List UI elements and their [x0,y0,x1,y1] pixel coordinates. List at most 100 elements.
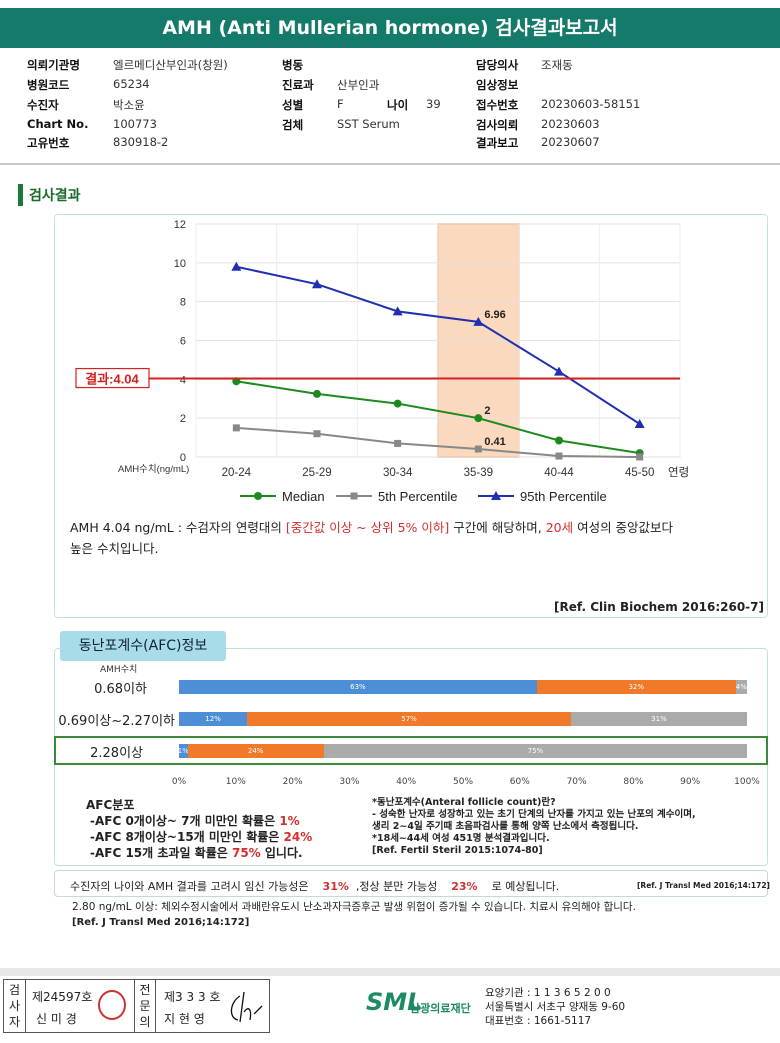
org-name: 삼광의료재단 [410,1002,471,1015]
info-value: 조재동 [541,58,573,72]
y-tick-label: 4 [180,374,186,386]
afc-highlight [54,736,768,765]
result-age: 20세 [545,520,574,535]
result-text-mid: 구간에 해당하며, [449,520,546,535]
patient-info: 의뢰기관명 엘르메디산부인과(창원) 병동 담당의사 조재동 병원코드 65234 진료과 산부… [0,55,780,151]
afc-dist-text: -AFC 8개이상~15개 미만인 확률은 [90,830,284,844]
afc-bar-segment: 57% [247,712,571,726]
afc-axis-tick: 40% [396,777,417,787]
series-line [236,380,640,455]
result-label: 결과:4.04 [85,372,139,387]
examiner-label: 검사자 [4,980,26,1032]
data-point [554,366,564,376]
info-key: 결과보고 [476,136,519,150]
afc-axis-tick: 10% [225,777,246,787]
data-point [231,261,242,271]
data-point [312,279,322,289]
section-header: 검사결과 [18,184,81,206]
reviewer-signature [230,991,263,1023]
data-point [393,399,402,408]
afc-row-label: 0.69이상~2.27이하 [58,714,175,729]
legend-marker [350,492,358,500]
data-label: 6.96 [484,309,505,321]
info-key: 접수번호 [476,98,519,112]
afc-dist-line: -AFC 8개이상~15개 미만인 확률은 24% [86,829,312,845]
data-point [473,316,484,326]
series-line [236,426,640,458]
afc-dist-value: 75% [231,846,261,860]
data-point [313,430,321,438]
report-title: AMH (Anti Mullerian hormone) 검사결과보고서 [0,8,780,48]
afc-dist-text: -AFC 0개이상~ 7개 미만인 확률은 [90,814,280,828]
info-value: 20230603 [541,117,600,131]
org-code: 요양기관 : 1 1 3 6 5 2 0 0 [485,987,611,999]
org-info: 요양기관 : 1 1 3 6 5 2 0 0 서울특별시 서초구 양재동 9-6… [485,986,625,1028]
afc-axis-tick: 80% [623,777,644,787]
afc-dist-line: -AFC 15개 초과일 확률은 75% 입니다. [86,845,312,861]
y-tick-label: 10 [174,258,186,270]
info-value: F [337,97,344,111]
reviewer-label: 전문의 [134,980,156,1032]
legend-label: 95th Percentile [520,489,607,504]
y-tick-label: 0 [180,452,186,464]
info-key: 담당의사 [476,58,519,72]
afc-row-label: 2.28이상 [90,746,143,761]
data-point [555,452,563,460]
info-key: 수진자 [27,98,59,112]
preg-mid: ,정상 분만 가능성 [355,880,438,893]
info-key: 임상정보 [476,78,519,92]
afc-bar-row: 1%24%75% [179,744,747,758]
pregnancy-reference: [Ref. J Transl Med 2016;14:172] [637,881,770,890]
data-point [392,306,403,316]
result-range: [중간값 이상 ~ 상위 5% 이하] [285,520,450,535]
data-point [394,439,402,447]
series-line [236,265,641,425]
afc-amh-label: AMH수치 [100,665,138,675]
org-address: 서울특별시 서초구 양재동 9-60 [485,1001,626,1013]
afc-axis-tick: 0% [171,777,187,787]
y-tick-label: 8 [180,297,186,309]
x-tick-label: 40-44 [544,467,574,479]
result-text-line2: 높은 수치입니다. [70,541,159,556]
data-point [313,389,321,398]
afc-bar-row: 63% 32% 4% [179,680,747,694]
section-marker [18,184,23,206]
y-axis-label: AMH수치(ng/mL) [118,463,189,475]
legend-marker [254,492,262,500]
afc-note-line: *동난포계수(Anteral follicle count)란? [372,797,556,808]
birth-rate: 23% [451,880,478,893]
x-tick-label: 30-34 [383,467,413,479]
afc-note-line: *18세~44세 여성 451명 분석결과입니다. [372,833,550,844]
x-tick-label: 20-24 [222,467,252,479]
afc-note: *동난포계수(Anteral follicle count)란? - 성숙한 난자… [372,797,762,857]
info-key: 검사의뢰 [476,118,519,132]
legend-label: Median [282,489,325,504]
y-tick-label: 6 [180,336,186,348]
y-tick-label: 12 [174,219,186,231]
signature-box: 검사자 제24597호 신 미 경 전문의 제3 3 3 호 지 현 영 [3,979,270,1033]
afc-distribution: AFC분포 -AFC 0개이상~ 7개 미만인 확률은 1% -AFC 8개이상~… [86,797,312,861]
afc-note-line: 생리 2~4일 주기때 초음파검사를 통해 양쪽 난소에서 측정됩니다. [372,821,639,832]
info-value: 박소윤 [113,98,145,112]
afc-bar-segment: 32% [536,680,736,694]
info-key: 병동 [282,58,304,72]
afc-axis-tick: 100% [734,777,760,787]
info-key: 성별 [282,98,304,112]
age-value: 39 [426,97,441,111]
afc-row-label: 0.68이하 [94,682,147,697]
reviewer-number: 제3 3 3 호 [164,990,221,1004]
info-value: 830918-2 [113,135,169,149]
amh-chart: 0 2 4 6 8 10 12 20-24 25-29 30-34 35-39 40-44 45-50 연… [75,219,689,504]
afc-dist-suffix: 입니다. [260,846,303,860]
x-tick-label: 25-29 [302,467,331,479]
afc-axis-tick: 70% [566,777,587,787]
y-tick-label: 2 [180,413,186,425]
data-point [474,414,483,423]
pregnancy-text: 수진자의 나이와 AMH 결과를 고려시 임신 가능성은 31% ,정상 분만 … [70,878,559,894]
org-phone: 대표번호 : 1661-5117 [485,1015,592,1027]
examiner-seal [98,990,126,1020]
sml-logo: SML [366,988,423,1016]
afc-axis-tick: 90% [680,777,701,787]
result-label-box [75,367,150,389]
info-key: 고유번호 [27,136,70,150]
